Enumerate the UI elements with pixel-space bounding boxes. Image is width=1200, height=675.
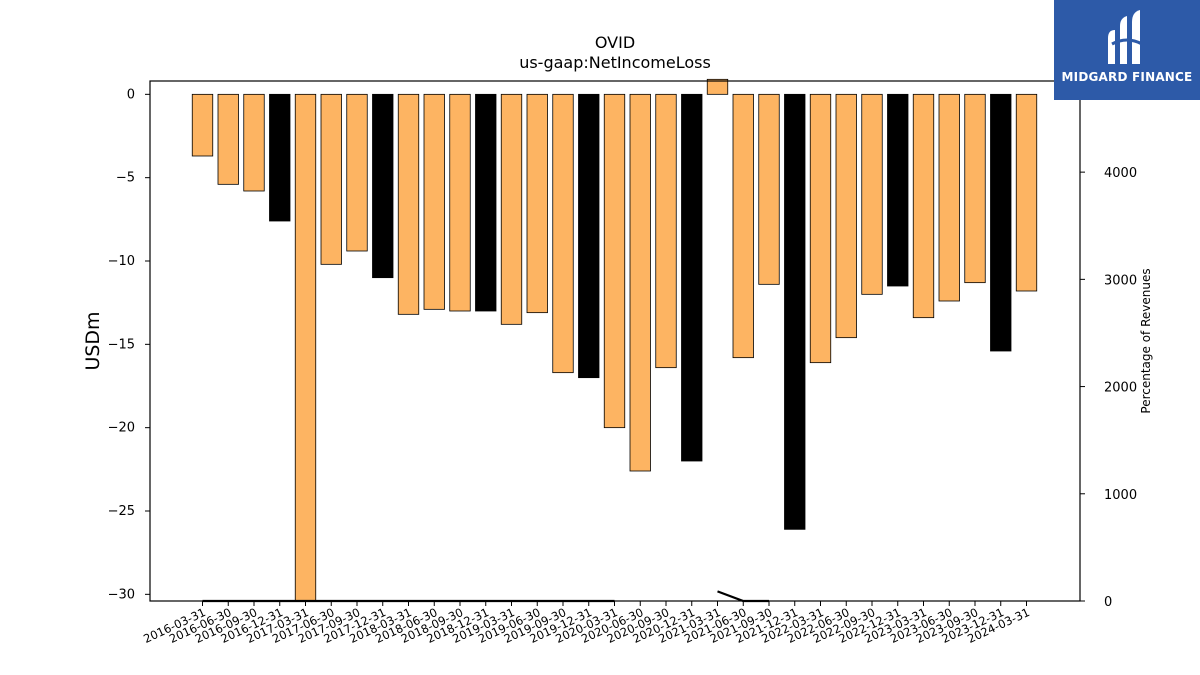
midgard-finance-logo: MIDGARD FINANCE: [1054, 0, 1200, 100]
bar-2019-03-31: [500, 93, 523, 325]
x-axis: 2016-03-312016-06-302016-09-302016-12-31…: [141, 601, 1032, 646]
revenue-percentage-line-segment-1: [717, 590, 769, 603]
bar-2021-12-31: [784, 93, 806, 530]
bar-2020-12-31: [681, 93, 703, 462]
y-tick-label: 0: [127, 87, 135, 102]
bar-2023-09-30: [964, 93, 986, 284]
left-y-axis: 0 −5 −10 −15 −20 −25 −30: [108, 87, 150, 602]
y-tick-label: −25: [108, 504, 135, 519]
bar-2019-06-30: [526, 93, 548, 314]
bar-2023-06-30: [938, 93, 960, 302]
bars-layer: [191, 78, 1038, 602]
midgard-logo-icon: [1108, 10, 1143, 64]
bar-2016-06-30: [217, 93, 239, 185]
bar-2022-06-30: [835, 93, 857, 339]
bar-2023-12-31: [990, 93, 1012, 352]
bar-2017-09-30: [346, 93, 368, 252]
bar-2019-12-31: [578, 93, 600, 379]
bar-2017-03-31: [294, 93, 317, 602]
chart-title: OVID: [595, 33, 635, 52]
bar-2016-09-30: [243, 93, 265, 192]
bar-2022-03-31: [809, 93, 832, 364]
y2-tick-label: 3000: [1104, 273, 1137, 288]
y2-axis-label: Percentage of Revenues: [1139, 268, 1153, 413]
y-tick-label: −20: [108, 421, 135, 436]
chart-subtitle: us-gaap:NetIncomeLoss: [519, 53, 711, 72]
y-tick-label: −5: [116, 171, 135, 186]
bar-2021-09-30: [758, 93, 780, 285]
bar-2019-09-30: [552, 93, 574, 374]
bar-2021-03-31: [706, 78, 729, 95]
y2-tick-label: 4000: [1104, 166, 1137, 181]
bar-2016-03-31: [191, 93, 214, 157]
y2-tick-label: 0: [1104, 595, 1112, 610]
bar-2017-12-31: [372, 93, 394, 279]
bar-2016-12-31: [269, 93, 291, 222]
bar-2022-09-30: [861, 93, 883, 295]
y2-tick-label: 2000: [1104, 381, 1137, 396]
y-tick-label: −15: [108, 337, 135, 352]
revenue-percentage-line-layer: [202, 590, 769, 603]
y-tick-label: −10: [108, 254, 135, 269]
bar-2018-12-31: [475, 93, 497, 312]
logo-text: MIDGARD FINANCE: [1061, 70, 1193, 84]
bar-2018-09-30: [449, 93, 471, 312]
bar-2021-06-30: [732, 93, 754, 359]
bar-2020-06-30: [629, 93, 651, 472]
right-y-axis: 0 1000 2000 3000 4000: [1080, 166, 1137, 610]
y2-tick-label: 1000: [1104, 488, 1137, 503]
bar-2018-06-30: [423, 93, 445, 310]
bar-2020-09-30: [655, 93, 677, 369]
bar-2024-03-31: [1015, 93, 1038, 292]
bar-2018-03-31: [397, 93, 420, 315]
bar-2017-06-30: [320, 93, 342, 265]
y-tick-label: −30: [108, 587, 135, 602]
y-axis-label: USDm: [82, 311, 104, 370]
bar-2022-12-31: [887, 93, 909, 287]
bar-2020-03-31: [603, 93, 626, 429]
bar-2023-03-31: [912, 93, 935, 319]
